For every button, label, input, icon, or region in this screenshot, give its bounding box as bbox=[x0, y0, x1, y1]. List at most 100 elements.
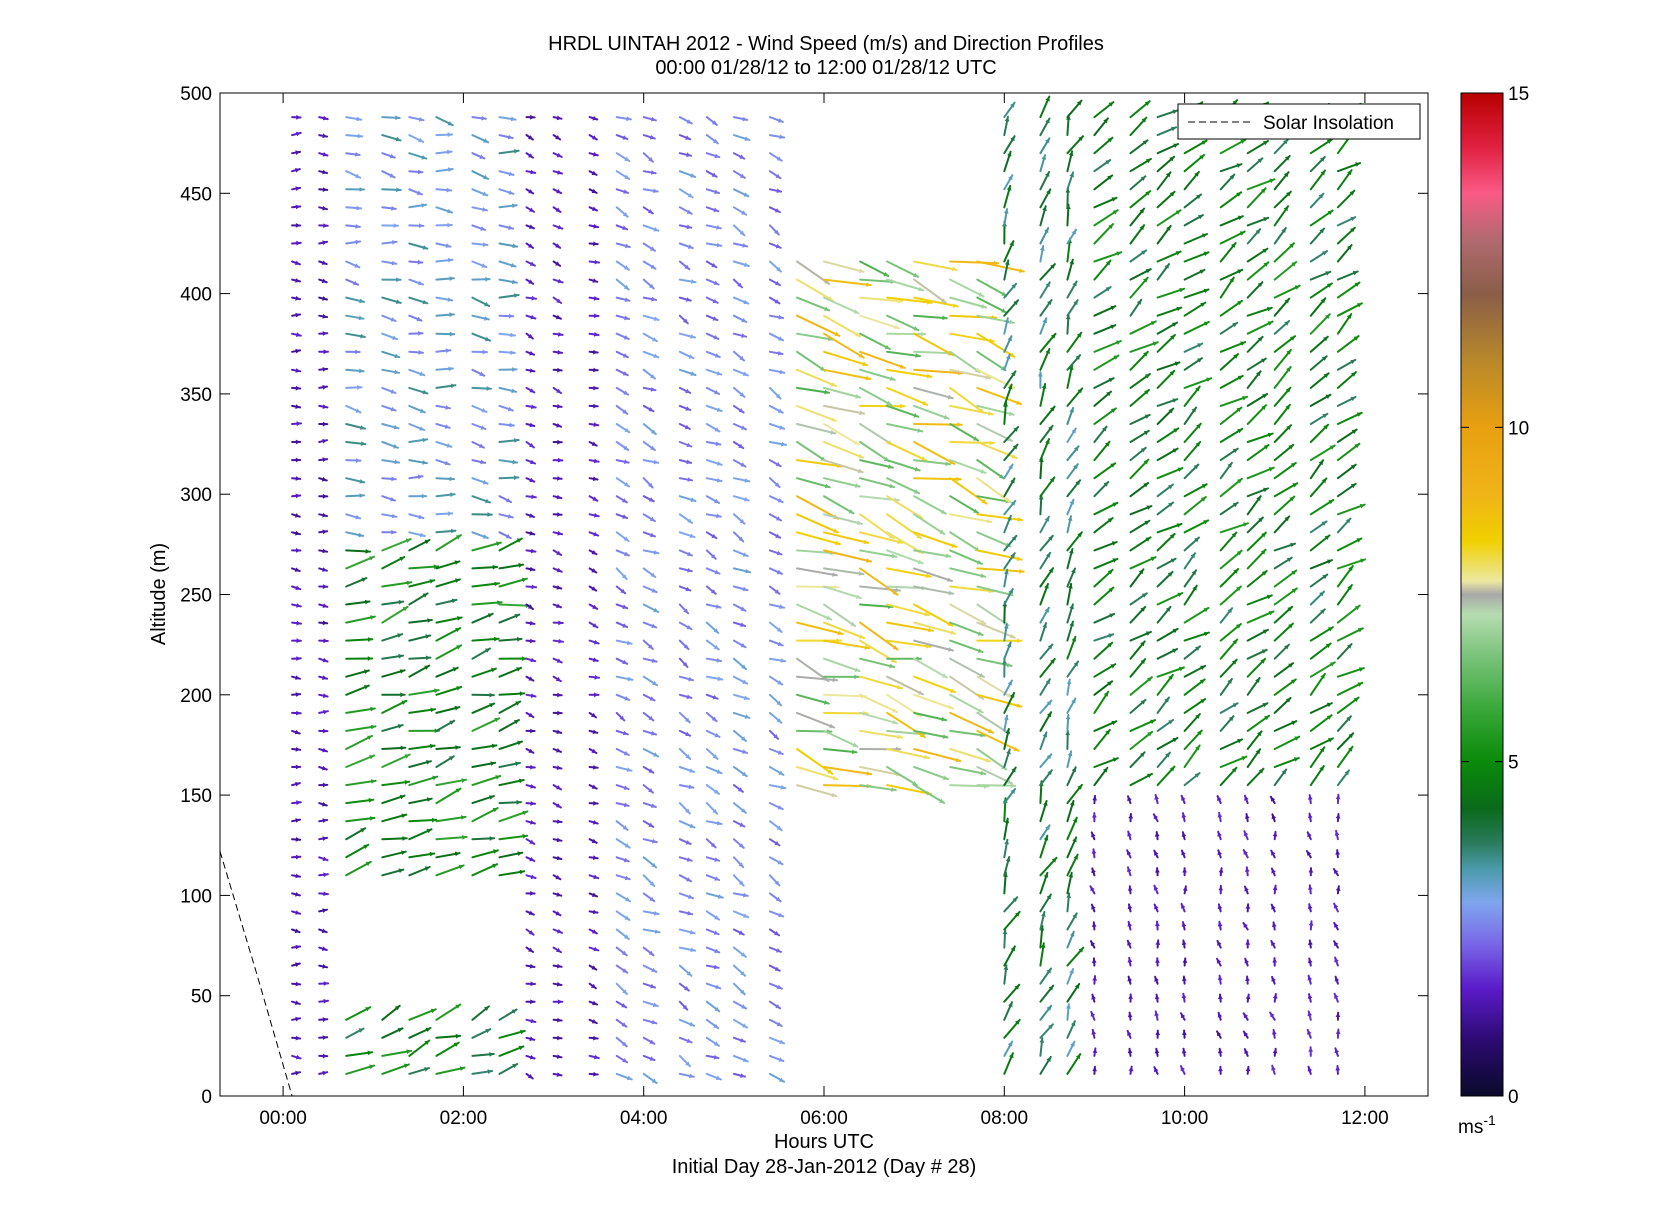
wind-vector-shaft bbox=[823, 477, 861, 488]
wind-vector-head bbox=[744, 262, 749, 267]
wind-vector bbox=[678, 766, 696, 773]
wind-vector-head bbox=[527, 604, 533, 609]
wind-vector bbox=[1183, 678, 1206, 696]
wind-vector-shaft bbox=[1219, 395, 1248, 407]
wind-vector-head bbox=[1195, 714, 1200, 719]
wind-vector-head bbox=[918, 286, 924, 292]
wind-vector bbox=[768, 928, 781, 937]
wind-vector bbox=[471, 702, 496, 714]
wind-vector bbox=[642, 711, 655, 722]
wind-vector-shaft bbox=[913, 368, 964, 375]
wind-vector bbox=[615, 838, 631, 849]
wind-vector bbox=[525, 566, 536, 572]
wind-vector-head bbox=[528, 189, 534, 194]
wind-vector-head bbox=[778, 1057, 784, 1062]
wind-vector bbox=[732, 621, 747, 627]
wind-vector bbox=[471, 170, 490, 180]
wind-vector-head bbox=[1091, 1029, 1097, 1035]
wind-vector bbox=[498, 313, 515, 319]
wind-vector-shaft bbox=[345, 798, 375, 805]
wind-vector-head bbox=[455, 1033, 461, 1039]
wind-vector bbox=[435, 441, 453, 448]
wind-vector-head bbox=[1262, 703, 1268, 708]
wind-vector bbox=[435, 132, 454, 138]
wind-vector-head bbox=[516, 538, 522, 543]
wind-vector-head bbox=[1284, 298, 1290, 304]
wind-vector bbox=[381, 350, 401, 359]
wind-vector bbox=[705, 982, 722, 990]
wind-vector bbox=[291, 530, 301, 536]
wind-vector-head bbox=[1261, 649, 1267, 654]
wind-vector-shaft bbox=[498, 577, 528, 588]
wind-vector bbox=[1129, 772, 1153, 787]
wind-vector-head bbox=[295, 692, 301, 697]
wind-vector-head bbox=[649, 1056, 655, 1061]
wind-vector bbox=[1129, 505, 1153, 516]
wind-vector-head bbox=[1147, 677, 1152, 682]
wind-vector bbox=[588, 188, 598, 194]
wind-vector-head bbox=[394, 353, 400, 359]
wind-vector-head bbox=[1015, 1019, 1020, 1025]
wind-vector-shaft bbox=[1219, 341, 1247, 353]
wind-vector bbox=[1129, 519, 1151, 534]
wind-vector bbox=[732, 260, 750, 267]
wind-vector-head bbox=[1236, 586, 1241, 592]
wind-vector-head bbox=[1227, 679, 1232, 684]
wind-vector bbox=[381, 152, 396, 159]
wind-vector bbox=[823, 260, 865, 274]
wind-vector bbox=[642, 729, 658, 736]
wind-vector-head bbox=[591, 784, 597, 789]
wind-vector bbox=[768, 838, 781, 847]
wind-vector-head bbox=[683, 644, 689, 650]
wind-vector bbox=[408, 760, 432, 768]
wind-vector bbox=[291, 567, 301, 573]
wind-vector bbox=[768, 1000, 782, 1010]
wind-vector-head bbox=[296, 114, 301, 120]
wind-vector-head bbox=[956, 476, 961, 482]
wind-vector-head bbox=[358, 315, 364, 321]
wind-vector bbox=[1089, 940, 1096, 949]
wind-vector bbox=[796, 441, 827, 462]
wind-vector bbox=[1219, 406, 1243, 425]
wind-vector bbox=[859, 314, 901, 330]
wind-vector bbox=[1309, 702, 1333, 714]
wind-vector-head bbox=[295, 168, 300, 173]
wind-vector-head bbox=[777, 750, 783, 755]
wind-vector bbox=[705, 278, 720, 286]
wind-vector-head bbox=[482, 242, 488, 247]
wind-vector-head bbox=[1281, 228, 1286, 233]
wind-vector-head bbox=[448, 167, 453, 172]
wind-vector bbox=[1155, 957, 1160, 967]
wind-vector bbox=[381, 669, 406, 678]
wind-vector bbox=[1003, 1052, 1014, 1075]
wind-vector bbox=[768, 116, 784, 123]
wind-vector bbox=[471, 260, 488, 269]
wind-vector bbox=[291, 710, 302, 716]
wind-vector-head bbox=[418, 350, 423, 355]
wind-vector-shaft bbox=[1309, 661, 1336, 678]
wind-vector bbox=[1066, 750, 1073, 768]
wind-vector-head bbox=[322, 313, 328, 319]
wind-vector-shaft bbox=[913, 459, 951, 466]
wind-vector-head bbox=[447, 297, 453, 302]
wind-vector-head bbox=[592, 604, 598, 609]
wind-vector-head bbox=[739, 519, 745, 524]
wind-vector-head bbox=[776, 266, 781, 272]
wind-vector-head bbox=[1217, 975, 1223, 981]
wind-vector-head bbox=[647, 209, 653, 214]
wind-vector bbox=[552, 1017, 563, 1023]
wind-vector-head bbox=[1291, 262, 1297, 267]
wind-vector-head bbox=[1283, 206, 1289, 212]
wind-vector-head bbox=[295, 493, 301, 499]
wind-vector-head bbox=[714, 569, 720, 575]
wind-vector-head bbox=[922, 400, 928, 406]
wind-vector bbox=[949, 639, 984, 654]
wind-vector-shaft bbox=[408, 689, 440, 696]
wind-vector bbox=[1219, 299, 1243, 317]
wind-vector-head bbox=[777, 118, 783, 123]
wind-vector-head bbox=[1126, 850, 1132, 856]
wind-vector bbox=[1003, 135, 1016, 155]
wind-vector-head bbox=[1141, 117, 1147, 123]
wind-vector bbox=[1218, 993, 1223, 1003]
wind-vector bbox=[381, 538, 412, 552]
